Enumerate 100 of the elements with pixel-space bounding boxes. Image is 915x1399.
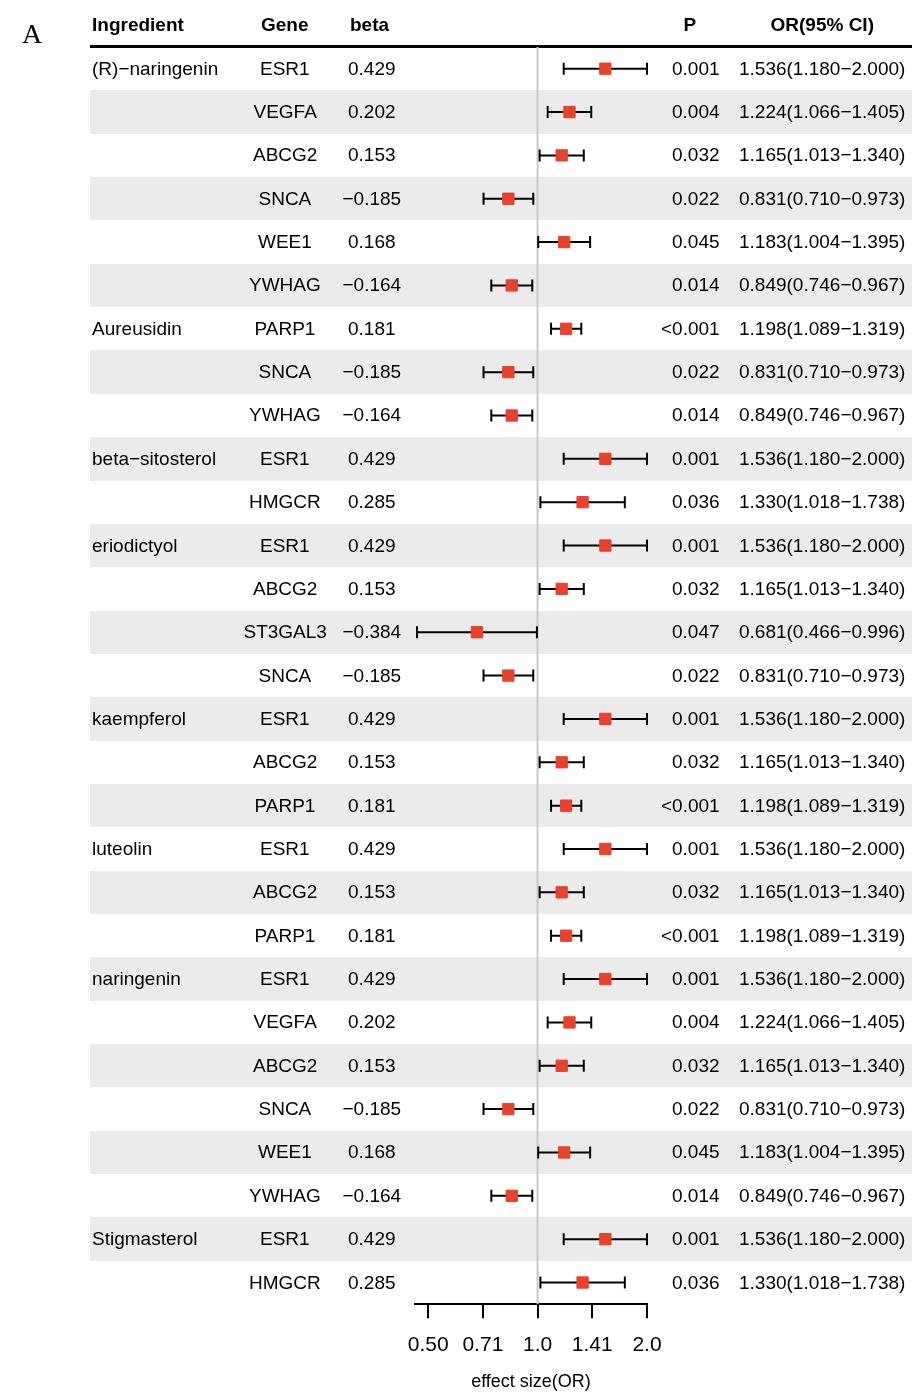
text: 1.536(1.180−2.000) [739, 57, 906, 79]
text: 1.536(1.180−2.000) [739, 1228, 906, 1250]
text: <0.001 [661, 317, 720, 339]
text: kaempferol [92, 707, 186, 729]
text: 0.045 [672, 1141, 720, 1163]
text: ESR1 [260, 838, 310, 859]
text: WEE1 [258, 1141, 312, 1163]
text: 0.032 [672, 751, 720, 773]
text: 1.198(1.089−1.319) [739, 794, 906, 816]
text: 0.429 [348, 447, 396, 469]
category-label: OR(95% CI) [770, 13, 874, 37]
text: PARP1 [254, 794, 316, 816]
text: 0.153 [348, 751, 396, 773]
text: 0.014 [672, 274, 720, 296]
text: SNCA [258, 1098, 312, 1120]
text: 1.536(1.180−2.000) [739, 534, 906, 556]
x-tick-label: 0.50 [407, 1331, 449, 1355]
text: 0.202 [348, 101, 396, 123]
text: 1.198(1.089−1.319) [739, 924, 906, 946]
text: 0.001 [672, 707, 720, 729]
text: 0.153 [348, 144, 396, 166]
text: ABCG2 [253, 751, 318, 773]
text: 1.165(1.013−1.340) [739, 577, 906, 599]
category-label: beta [350, 13, 390, 37]
text: 0.001 [672, 838, 720, 859]
text: 1.183(1.004−1.395) [739, 1141, 906, 1163]
text: −0.185 [342, 1098, 402, 1120]
text: VEGFA [253, 1011, 317, 1033]
text: 0.181 [348, 794, 396, 816]
text: −0.164 [342, 404, 402, 426]
text: 0.022 [672, 361, 720, 383]
text: ST3GAL3 [243, 621, 327, 643]
text: 1.198(1.089−1.319) [739, 317, 906, 339]
category-label: Gene [261, 13, 309, 37]
text: 0.032 [672, 144, 720, 166]
text: 0.831(0.710−0.973) [739, 187, 906, 209]
text: 0.285 [348, 491, 396, 513]
text: ESR1 [260, 447, 310, 469]
text: YWHAG [249, 404, 321, 426]
text: 1.165(1.013−1.340) [739, 881, 906, 903]
text: 0.047 [672, 621, 720, 643]
text: naringenin [92, 968, 181, 990]
text: 1.536(1.180−2.000) [739, 838, 906, 859]
text: luteolin [92, 838, 153, 859]
text: 0.001 [672, 1228, 720, 1250]
text: 0.429 [348, 1228, 396, 1250]
text: 1.224(1.066−1.405) [739, 101, 906, 123]
text: A [22, 18, 43, 50]
text: 0.036 [672, 1271, 720, 1293]
text: SNCA [258, 664, 312, 686]
text: 0.429 [348, 838, 396, 859]
text: 0.181 [348, 317, 396, 339]
text: VEGFA [253, 101, 317, 123]
text: 0.022 [672, 664, 720, 686]
category-label: Ingredient [92, 13, 184, 37]
text: 0.285 [348, 1271, 396, 1293]
text: ESR1 [260, 534, 310, 556]
text: ESR1 [260, 707, 310, 729]
text: 1.165(1.013−1.340) [739, 751, 906, 773]
text: (R)−naringenin [92, 57, 219, 79]
text: −0.384 [342, 621, 402, 643]
x-tick-label: 1.0 [522, 1331, 553, 1355]
text: −0.185 [342, 664, 402, 686]
text: 0.849(0.746−0.967) [739, 274, 906, 296]
text: 0.004 [672, 1011, 720, 1033]
text: 0.153 [348, 1054, 396, 1076]
text: 0.001 [672, 57, 720, 79]
text: <0.001 [661, 794, 720, 816]
text: 0.001 [672, 534, 720, 556]
text: 0.429 [348, 534, 396, 556]
text: SNCA [258, 361, 312, 383]
text: −0.164 [342, 274, 402, 296]
text: eriodictyol [92, 534, 178, 556]
text: 0.168 [348, 1141, 396, 1163]
text: Stigmasterol [92, 1228, 198, 1250]
text: 0.032 [672, 881, 720, 903]
text: 1.536(1.180−2.000) [739, 707, 906, 729]
text: 1.165(1.013−1.340) [739, 144, 906, 166]
text: 1.183(1.004−1.395) [739, 231, 906, 253]
x-tick-label: 0.71 [462, 1331, 504, 1355]
text: YWHAG [249, 1184, 321, 1206]
text: 0.001 [672, 447, 720, 469]
text: −0.185 [342, 187, 402, 209]
text: ABCG2 [253, 1054, 318, 1076]
text: 0.831(0.710−0.973) [739, 1098, 906, 1120]
text: 0.001 [672, 968, 720, 990]
text: SNCA [258, 187, 312, 209]
text: 1.536(1.180−2.000) [739, 447, 906, 469]
text: 0.014 [672, 404, 720, 426]
text: 0.153 [348, 881, 396, 903]
text: HMGCR [249, 1271, 321, 1293]
text: 0.153 [348, 577, 396, 599]
text: 0.014 [672, 1184, 720, 1206]
text: ESR1 [260, 57, 310, 79]
text: −0.164 [342, 1184, 402, 1206]
text: PARP1 [254, 317, 316, 339]
text: Aureusidin [92, 317, 182, 339]
text: 0.004 [672, 101, 720, 123]
text: 0.429 [348, 968, 396, 990]
text: HMGCR [249, 491, 321, 513]
